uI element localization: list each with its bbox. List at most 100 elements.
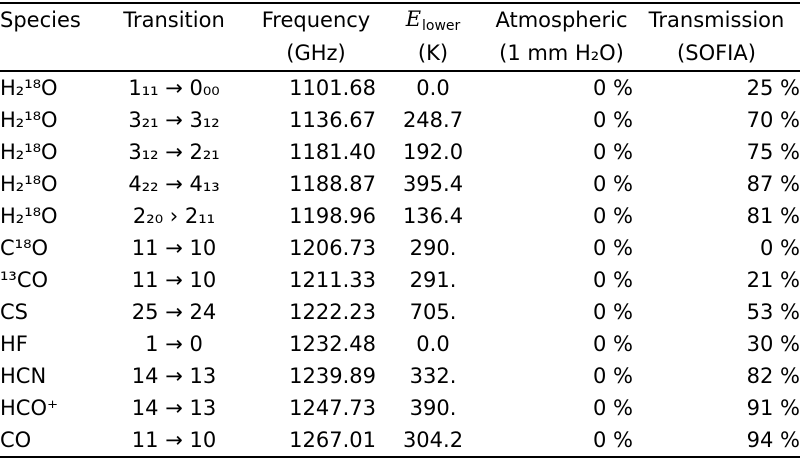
- atmospheric-cell: 0 %: [593, 235, 633, 260]
- table-row: HCO⁺ 14 → 13 1247.73 390. 0 % 91 %: [0, 392, 800, 424]
- transition-cell: 2₂₀ › 2₁₁: [132, 203, 216, 228]
- atmospheric-cell: 0 %: [593, 395, 633, 420]
- transition-cell: 25 → 24: [131, 299, 217, 324]
- table-row: H₂¹⁸O 3₁₂ → 2₂₁ 1181.40 192.0 0 % 75 %: [0, 136, 800, 168]
- frequency-cell: 1206.73: [289, 235, 376, 260]
- sofia-cell: 30 %: [746, 331, 800, 356]
- sofia-cell: 91 %: [746, 395, 800, 420]
- col-header-atmospheric: Atmospheric: [490, 2, 633, 37]
- frequency-cell: 1232.48: [289, 331, 376, 356]
- table-row: C¹⁸O 11 → 10 1206.73 290. 0 % 0 %: [0, 232, 800, 264]
- species-cell: CO: [0, 424, 108, 458]
- species-cell: H₂¹⁸O: [0, 75, 58, 100]
- species-cell: HCO⁺: [0, 395, 59, 420]
- col-header-transmission: Transmission: [633, 2, 800, 37]
- sofia-cell: 53 %: [746, 299, 800, 324]
- elower-cell: 136.4: [402, 203, 464, 228]
- transition-cell: 14 → 13: [131, 363, 217, 388]
- sofia-cell: 70 %: [746, 107, 800, 132]
- species-cell: HCN: [0, 363, 47, 388]
- table-row: H₂¹⁸O 3₂₁ → 3₁₂ 1136.67 248.7 0 % 70 %: [0, 104, 800, 136]
- table-row: CO 11 → 10 1267.01 304.2 0 % 94 %: [0, 424, 800, 458]
- elower-symbol: E: [405, 6, 422, 31]
- elower-cell: 248.7: [402, 107, 464, 132]
- species-cell: H₂¹⁸O: [0, 171, 58, 196]
- atmospheric-cell: 0 %: [593, 299, 633, 324]
- col-header-transition: Transition: [108, 2, 240, 37]
- col-header-species: Species: [0, 2, 108, 37]
- atmospheric-cell: 0 %: [593, 267, 633, 292]
- species-cell: H₂¹⁸O: [0, 203, 58, 228]
- transition-cell: 1 → 0: [145, 331, 203, 356]
- atmospheric-cell: 0 %: [593, 75, 633, 100]
- sofia-cell: 94 %: [633, 424, 800, 458]
- sofia-cell: 87 %: [746, 171, 800, 196]
- transition-cell: 14 → 13: [131, 395, 217, 420]
- table-body: H₂¹⁸O 1₁₁ → 0₀₀ 1101.68 0.0 0 % 25 % H₂¹…: [0, 71, 800, 458]
- elower-cell: 395.4: [402, 171, 464, 196]
- frequency-cell: 1222.23: [289, 299, 376, 324]
- sofia-cell: 82 %: [746, 363, 800, 388]
- species-cell: H₂¹⁸O: [0, 107, 58, 132]
- elower-cell: 291.: [409, 267, 457, 292]
- atmospheric-cell: 0 %: [593, 363, 633, 388]
- species-cell: ¹³CO: [0, 267, 49, 292]
- table-row: HCN 14 → 13 1239.89 332. 0 % 82 %: [0, 360, 800, 392]
- spectral-lines-table: Species Transition Frequency Elower Atmo…: [0, 2, 800, 458]
- atmospheric-cell: 0 %: [593, 331, 633, 356]
- elower-cell: 705.: [409, 299, 457, 324]
- col-header-frequency: Frequency: [240, 2, 376, 37]
- species-cell: HF: [0, 331, 28, 356]
- sofia-cell: 21 %: [746, 267, 800, 292]
- atmospheric-cell: 0 %: [490, 424, 633, 458]
- transition-cell: 4₂₂ → 4₁₃: [128, 171, 220, 196]
- frequency-cell: 1101.68: [289, 75, 376, 100]
- sofia-cell: 0 %: [760, 235, 800, 260]
- species-cell: CS: [0, 299, 28, 324]
- table-row: ¹³CO 11 → 10 1211.33 291. 0 % 21 %: [0, 264, 800, 296]
- table-row: CS 25 → 24 1222.23 705. 0 % 53 %: [0, 296, 800, 328]
- table-header: Species Transition Frequency Elower Atmo…: [0, 2, 800, 72]
- table-row: H₂¹⁸O 2₂₀ › 2₁₁ 1198.96 136.4 0 % 81 %: [0, 200, 800, 232]
- elower-cell: 0.0: [416, 75, 450, 100]
- frequency-cell: 1267.01: [240, 424, 376, 458]
- frequency-cell: 1181.40: [289, 139, 376, 164]
- frequency-cell: 1136.67: [289, 107, 376, 132]
- sofia-cell: 75 %: [746, 139, 800, 164]
- header-row-labels: Species Transition Frequency Elower Atmo…: [0, 2, 800, 37]
- atmospheric-cell: 0 %: [593, 171, 633, 196]
- transition-cell: 1₁₁ → 0₀₀: [128, 75, 220, 100]
- elower-cell: 0.0: [416, 331, 450, 356]
- species-cell: H₂¹⁸O: [0, 139, 58, 164]
- sofia-cell: 81 %: [746, 203, 800, 228]
- atmospheric-cell: 0 %: [593, 107, 633, 132]
- col-header-elower: Elower: [376, 2, 490, 37]
- elower-cell: 332.: [409, 363, 457, 388]
- atmospheric-cell: 0 %: [593, 139, 633, 164]
- elower-cell: 304.2: [376, 424, 490, 458]
- header-row-units: (GHz) (K) (1 mm H₂O) (SOFIA): [0, 37, 800, 72]
- elower-cell: 390.: [409, 395, 457, 420]
- col-unit-transmission: (SOFIA): [633, 37, 800, 72]
- transition-cell: 3₂₁ → 3₁₂: [128, 107, 220, 132]
- frequency-cell: 1239.89: [289, 363, 376, 388]
- species-cell: C¹⁸O: [0, 235, 49, 260]
- atmospheric-cell: 0 %: [593, 203, 633, 228]
- elower-subscript: lower: [422, 17, 461, 34]
- table-row: H₂¹⁸O 1₁₁ → 0₀₀ 1101.68 0.0 0 % 25 %: [0, 71, 800, 104]
- col-unit-atmospheric: (1 mm H₂O): [490, 37, 633, 72]
- elower-cell: 290.: [409, 235, 457, 260]
- table-row: HF 1 → 0 1232.48 0.0 0 % 30 %: [0, 328, 800, 360]
- header-spacer-species: [0, 37, 108, 72]
- transition-cell: 11 → 10: [131, 267, 217, 292]
- sofia-cell: 25 %: [746, 75, 800, 100]
- header-spacer-transition: [108, 37, 240, 72]
- col-unit-frequency: (GHz): [240, 37, 376, 72]
- transition-cell: 11 → 10: [131, 235, 217, 260]
- transition-cell: 3₁₂ → 2₂₁: [128, 139, 220, 164]
- col-unit-elower: (K): [376, 37, 490, 72]
- frequency-cell: 1211.33: [289, 267, 376, 292]
- frequency-cell: 1188.87: [289, 171, 376, 196]
- frequency-cell: 1198.96: [289, 203, 376, 228]
- elower-cell: 192.0: [402, 139, 464, 164]
